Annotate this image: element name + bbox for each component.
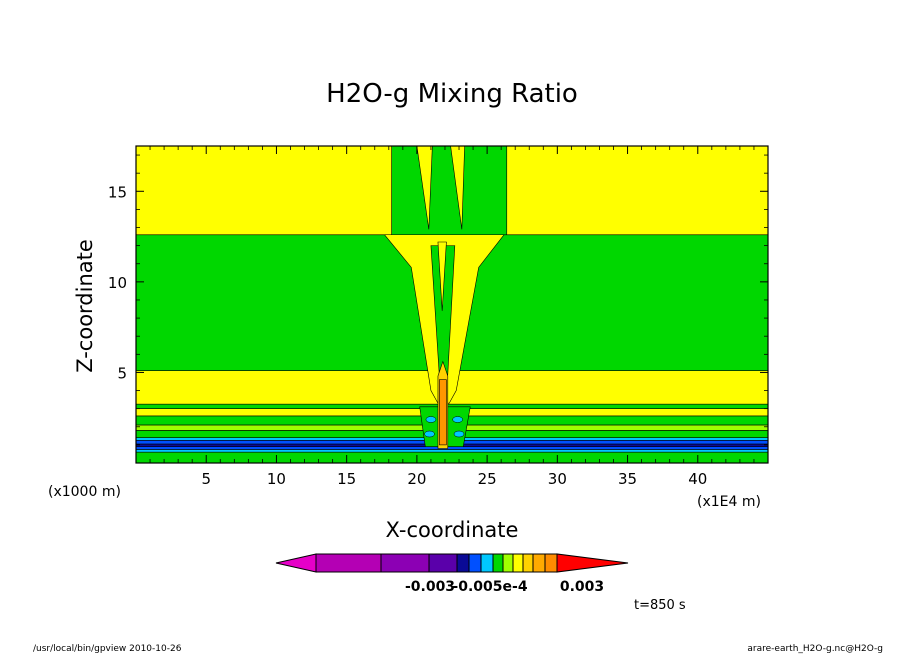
- colorbar-swatch-12: [544, 553, 558, 573]
- plot-area: [136, 146, 768, 463]
- x-tick-label: 20: [407, 470, 426, 488]
- disturbance-cell-3: [453, 430, 465, 438]
- x-tick-label: 10: [267, 470, 286, 488]
- y-tick-label: 15: [108, 183, 127, 201]
- colorbar-swatch-4: [456, 553, 470, 573]
- y-axis-ticks: 5 10 15: [108, 154, 768, 446]
- colorbar-swatch-7: [492, 553, 504, 573]
- x-axis-ticks: 5 10 15 20 25 30 35 40: [149, 146, 755, 488]
- plume-inner-yellow: [437, 241, 447, 311]
- disturbance-cell-2: [424, 430, 435, 438]
- footer-left: /usr/local/bin/gpview 2010-10-26: [33, 644, 182, 654]
- x-tick-label: 15: [337, 470, 356, 488]
- colorbar-swatch-8: [502, 553, 514, 573]
- x-tick-label: 25: [478, 470, 497, 488]
- colorbar: [275, 553, 629, 573]
- colorbar-tick-label: -0.003: [405, 579, 455, 595]
- x-tick-label: 30: [548, 470, 567, 488]
- x-tick-label: 5: [201, 470, 211, 488]
- y-scale-note: (x1000 m): [48, 484, 121, 500]
- colorbar-tick-label: 0.003: [560, 579, 604, 595]
- x-tick-label: 35: [618, 470, 637, 488]
- colorbar-swatch-9: [512, 553, 524, 573]
- footer-right: arare-earth_H2O-g.nc@H2O-g: [747, 644, 883, 654]
- colorbar-swatch-5: [468, 553, 482, 573]
- x-tick-label: 40: [688, 470, 707, 488]
- colorbar-swatch-2: [380, 553, 430, 573]
- contour-band-2: [136, 446, 768, 450]
- colorbar-swatch-1: [315, 553, 382, 573]
- upper-yellow-streak-0: [416, 146, 433, 230]
- colorbar-min-arrow: [275, 553, 317, 573]
- colorbar-labels: -0.003-0.005e-4 0.003: [405, 579, 604, 595]
- disturbance-cell-0: [425, 416, 437, 423]
- plot-frame: [135, 145, 769, 464]
- x-axis-label: X-coordinate: [386, 518, 519, 542]
- x-scale-note: (x1E4 m): [697, 494, 761, 510]
- colorbar-swatch-6: [480, 553, 494, 573]
- colorbar-swatch-3: [428, 553, 458, 573]
- disturbance-cell-1: [452, 416, 463, 423]
- colorbar-swatch-10: [522, 553, 534, 573]
- upper-green-column: [391, 146, 508, 236]
- y-axis-label: Z-coordinate: [73, 239, 97, 373]
- contour-band-0: [136, 451, 768, 463]
- updraft-orange-core: [439, 379, 447, 446]
- colorbar-max-arrow: [556, 553, 629, 573]
- colorbar-swatch-11: [532, 553, 546, 573]
- y-tick-label: 10: [108, 274, 127, 292]
- colorbar-tick-label: -0.005e-4: [452, 579, 527, 595]
- upper-yellow-streak-1: [450, 146, 465, 230]
- y-tick-label: 5: [117, 364, 127, 382]
- chart-title: H2O-g Mixing Ratio: [326, 79, 578, 109]
- time-label: t=850 s: [634, 598, 686, 613]
- contour-band-1: [136, 449, 768, 453]
